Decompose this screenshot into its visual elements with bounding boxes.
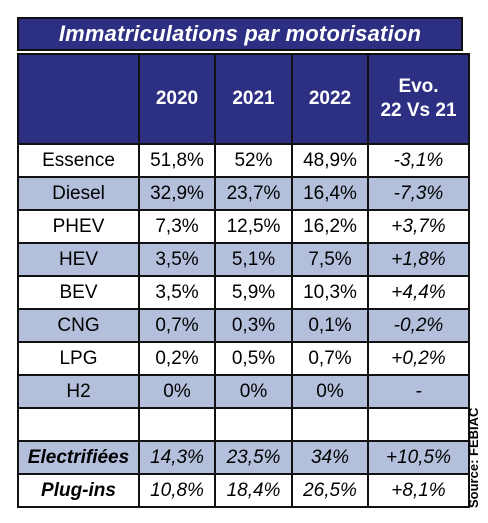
cell-2021: 5,1% — [214, 242, 293, 277]
cell-2022: 0% — [291, 374, 369, 409]
row-label: BEV — [17, 275, 140, 310]
cell-2020: 0,7% — [138, 308, 216, 343]
summary-row: Electrifiées 14,3% 23,5% 34% +10,5% — [17, 440, 470, 475]
spacer-cell — [138, 407, 216, 442]
cell-evo: -0,2% — [367, 308, 470, 343]
cell-evo: +0,2% — [367, 341, 470, 376]
cell-evo: +3,7% — [367, 209, 470, 244]
cell-2021: 23,7% — [214, 176, 293, 211]
table-title: Immatriculations par motorisation — [17, 17, 463, 51]
summary-row: Plug-ins 10,8% 18,4% 26,5% +8,1% — [17, 473, 470, 508]
cell-2022: 0,1% — [291, 308, 369, 343]
cell-2020: 7,3% — [138, 209, 216, 244]
spacer-cell — [291, 407, 369, 442]
cell-evo: -3,1% — [367, 143, 470, 178]
cell-2021: 0% — [214, 374, 293, 409]
header-row: 2020 2021 2022 Evo. 22 Vs 21 — [17, 53, 470, 145]
cell-2022: 48,9% — [291, 143, 369, 178]
spacer-row — [17, 407, 470, 442]
cell-2022: 16,2% — [291, 209, 369, 244]
cell-2020: 10,8% — [138, 473, 216, 508]
row-label: CNG — [17, 308, 140, 343]
cell-2022: 0,7% — [291, 341, 369, 376]
registrations-table: 2020 2021 2022 Evo. 22 Vs 21 Essence 51,… — [17, 53, 470, 508]
header-2021: 2021 — [214, 53, 293, 145]
cell-evo: +8,1% — [367, 473, 470, 508]
header-evo-line2: 22 Vs 21 — [380, 100, 457, 121]
row-label: LPG — [17, 341, 140, 376]
cell-2021: 12,5% — [214, 209, 293, 244]
header-empty — [17, 53, 140, 145]
cell-evo: - — [367, 374, 470, 409]
cell-2021: 52% — [214, 143, 293, 178]
row-label: H2 — [17, 374, 140, 409]
cell-2020: 0,2% — [138, 341, 216, 376]
cell-2022: 10,3% — [291, 275, 369, 310]
cell-2022: 26,5% — [291, 473, 369, 508]
row-label: Diesel — [17, 176, 140, 211]
header-2020: 2020 — [138, 53, 216, 145]
cell-2021: 0,5% — [214, 341, 293, 376]
table-row: PHEV 7,3% 12,5% 16,2% +3,7% — [17, 209, 470, 244]
cell-2020: 3,5% — [138, 242, 216, 277]
cell-2020: 14,3% — [138, 440, 216, 475]
table-row: Essence 51,8% 52% 48,9% -3,1% — [17, 143, 470, 178]
cell-2021: 18,4% — [214, 473, 293, 508]
cell-2021: 23,5% — [214, 440, 293, 475]
table-row: H2 0% 0% 0% - — [17, 374, 470, 409]
row-label: Plug-ins — [17, 473, 140, 508]
table-row: HEV 3,5% 5,1% 7,5% +1,8% — [17, 242, 470, 277]
cell-evo: +10,5% — [367, 440, 470, 475]
cell-2022: 16,4% — [291, 176, 369, 211]
table-row: LPG 0,2% 0,5% 0,7% +0,2% — [17, 341, 470, 376]
cell-evo: +1,8% — [367, 242, 470, 277]
header-2022: 2022 — [291, 53, 369, 145]
header-evo: Evo. 22 Vs 21 — [367, 53, 470, 145]
cell-2021: 5,9% — [214, 275, 293, 310]
row-label: Electrifiées — [17, 440, 140, 475]
header-evo-line1: Evo. — [398, 76, 439, 97]
cell-evo: -7,3% — [367, 176, 470, 211]
table-row: BEV 3,5% 5,9% 10,3% +4,4% — [17, 275, 470, 310]
spacer-cell — [17, 407, 140, 442]
cell-2020: 51,8% — [138, 143, 216, 178]
row-label: PHEV — [17, 209, 140, 244]
cell-2020: 32,9% — [138, 176, 216, 211]
cell-2020: 3,5% — [138, 275, 216, 310]
cell-2020: 0% — [138, 374, 216, 409]
row-label: HEV — [17, 242, 140, 277]
table-row: CNG 0,7% 0,3% 0,1% -0,2% — [17, 308, 470, 343]
source-credit: Source: FEBIAC — [466, 407, 481, 508]
cell-2022: 7,5% — [291, 242, 369, 277]
spacer-cell — [367, 407, 470, 442]
cell-2022: 34% — [291, 440, 369, 475]
cell-2021: 0,3% — [214, 308, 293, 343]
row-label: Essence — [17, 143, 140, 178]
cell-evo: +4,4% — [367, 275, 470, 310]
spacer-cell — [214, 407, 293, 442]
table-row: Diesel 32,9% 23,7% 16,4% -7,3% — [17, 176, 470, 211]
